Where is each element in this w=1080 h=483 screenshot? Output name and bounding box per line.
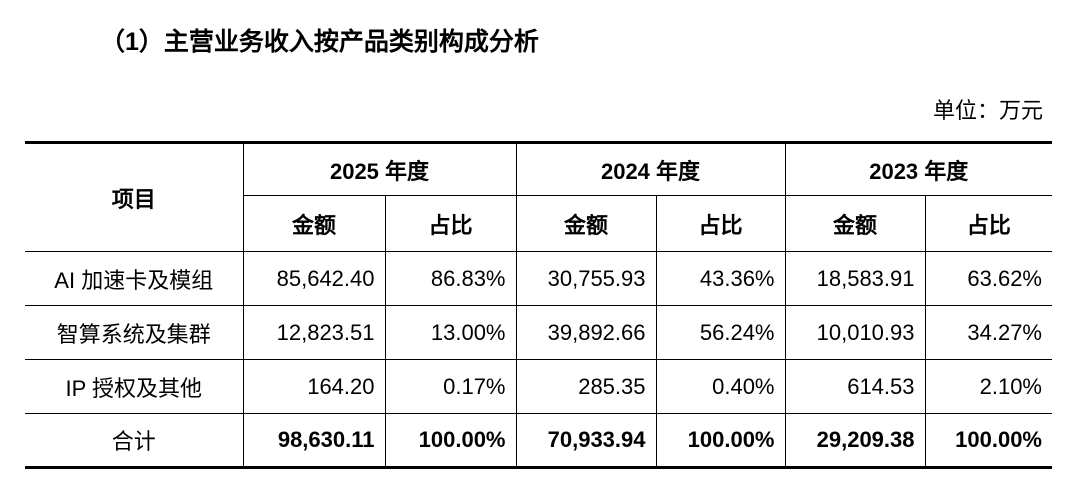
data-cell: 0.17%: [384, 359, 517, 414]
total-cell: 100.00%: [655, 413, 786, 469]
data-cell: 43.36%: [655, 251, 786, 306]
total-cell: 29,209.38: [784, 413, 926, 469]
table-row: 金额 占比 金额 占比 金额 占比: [25, 195, 1052, 252]
data-cell: 86.83%: [384, 251, 517, 306]
data-cell: 18,583.91: [784, 251, 926, 306]
sub-header: 占比: [924, 195, 1052, 252]
data-cell: 12,823.51: [242, 305, 386, 360]
total-cell: 98,630.11: [242, 413, 386, 469]
sub-header: 金额: [243, 195, 386, 252]
row-label: 智算系统及集群: [25, 305, 244, 360]
table-row: 智算系统及集群 12,823.51 13.00% 39,892.66 56.24% 10,…: [25, 305, 1052, 360]
year-header: 2024 年度: [515, 141, 786, 196]
data-cell: 34.27%: [924, 305, 1052, 360]
section-title: （1）主营业务收入按产品类别构成分析: [100, 28, 539, 56]
data-cell: 56.24%: [655, 305, 786, 360]
total-cell: 70,933.94: [515, 413, 657, 469]
sub-header: 金额: [515, 195, 657, 252]
year-header: 2025 年度: [242, 141, 517, 196]
data-cell: 63.62%: [924, 251, 1052, 306]
data-cell: 2.10%: [924, 359, 1052, 414]
header-cell: 项目: [25, 141, 244, 252]
table-body: 项目 2025 年度 2024 年度 2023 年度 金额 占比 金额 占比 金额 占比 AI 加速…: [25, 141, 1052, 469]
row-label: IP 授权及其他: [25, 359, 244, 414]
table-row: 项目 2025 年度 2024 年度 2023 年度: [25, 141, 1052, 252]
data-cell: 10,010.93: [784, 305, 926, 360]
data-cell: 39,892.66: [515, 305, 657, 360]
sub-header: 占比: [384, 195, 517, 252]
total-cell: 100.00%: [384, 413, 517, 469]
data-cell: 85,642.40: [242, 251, 386, 306]
data-cell: 164.20: [242, 359, 386, 414]
year-header: 2023 年度: [784, 141, 1052, 196]
sub-header: 金额: [784, 195, 926, 252]
total-label: 合计: [25, 413, 244, 469]
row-label: AI 加速卡及模组: [25, 251, 244, 306]
data-cell: 30,755.93: [515, 251, 657, 306]
data-cell: 13.00%: [384, 305, 517, 360]
data-cell: 0.40%: [655, 359, 786, 414]
unit-label: 单位：万元: [932, 98, 1043, 123]
data-cell: 614.53: [784, 359, 926, 414]
revenue-table: 项目 2025 年度 2024 年度 2023 年度 金额 占比 金额 占比 金额 占比 AI 加速…: [25, 141, 1052, 469]
data-cell: 285.35: [515, 359, 657, 414]
sub-header: 占比: [655, 195, 786, 252]
table-row: IP 授权及其他 164.20 0.17% 285.35 0.40% 614.53 2.10…: [25, 359, 1052, 414]
table-row: AI 加速卡及模组 85,642.40 86.83% 30,755.93 43.36% 1…: [25, 251, 1052, 306]
table-row: 合计 98,630.11 100.00% 70,933.94 100.00% 29,209…: [25, 413, 1052, 469]
total-cell: 100.00%: [924, 413, 1052, 469]
